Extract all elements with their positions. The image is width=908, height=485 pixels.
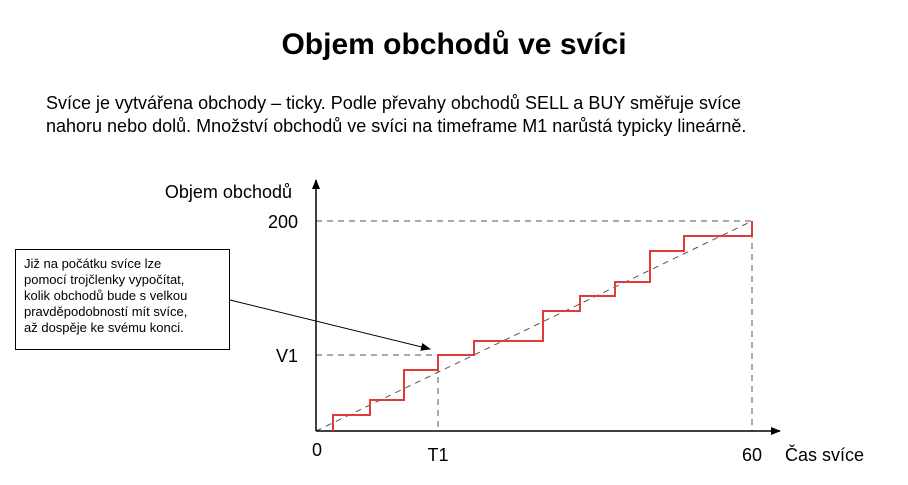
- origin-label: 0: [312, 440, 322, 460]
- annotation-line: pomocí trojčlenky vypočítat,: [24, 272, 185, 287]
- description-line: Svíce je vytvářena obchody – ticky. Podl…: [46, 93, 742, 113]
- x-axis-title: Čas svíce: [785, 444, 864, 465]
- y-axis-title: Objem obchodů: [165, 182, 292, 202]
- annotation-line: Již na počátku svíce lze: [24, 256, 162, 271]
- annotation-line: kolik obchodů bude s velkou: [24, 288, 188, 303]
- y-tick-v1: V1: [276, 346, 298, 366]
- volume-step-line: [332, 221, 753, 431]
- description-line: nahoru nebo dolů. Množství obchodů ve sv…: [46, 116, 747, 136]
- page-title: Objem obchodů ve svíci: [281, 28, 627, 61]
- annotation-line: pravděpodobností mít svíce,: [24, 304, 188, 319]
- annotation-box: Již na počátku svíce lze pomocí trojčlen…: [15, 249, 230, 350]
- trend-line: [315, 220, 753, 432]
- annotation-line: až dospěje ke svému konci.: [24, 320, 184, 335]
- x-tick-t1: T1: [427, 445, 448, 465]
- y-tick-200: 200: [268, 212, 298, 232]
- description: Svíce je vytvářena obchody – ticky. Podl…: [46, 92, 746, 138]
- annotation-arrow: [229, 299, 431, 351]
- x-tick-60: 60: [742, 445, 762, 465]
